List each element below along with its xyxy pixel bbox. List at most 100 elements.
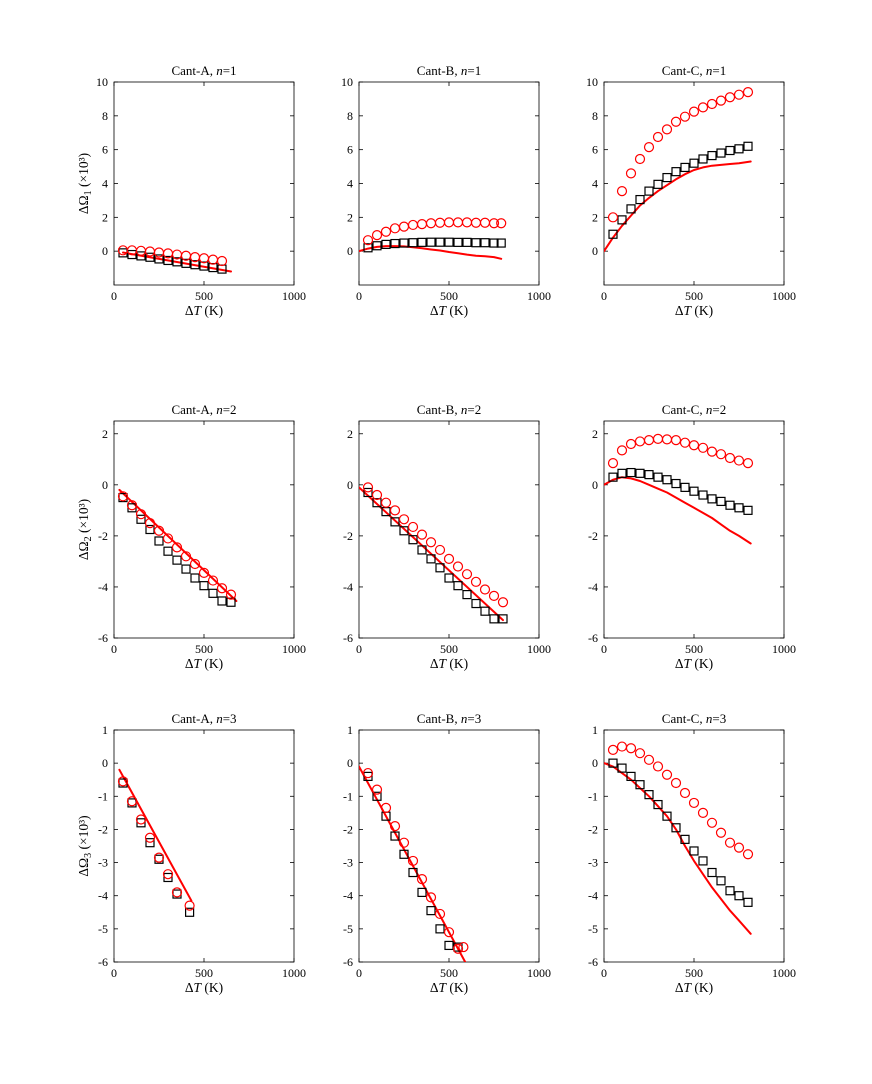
square-marker [399, 849, 409, 859]
square-marker [725, 500, 735, 510]
circle-marker [670, 435, 682, 446]
panel-title-prefix: Cant-C, [662, 402, 706, 417]
circle-marker [117, 776, 129, 787]
circle-marker [117, 491, 129, 502]
square-marker [208, 588, 218, 598]
circle-marker [434, 908, 446, 920]
y-axis-label: ΔΩ1 (×10³) [76, 153, 94, 214]
circle-marker [389, 821, 401, 832]
panel-6: 0 500 1000 -6 -4 -2 0 2 Cant-C, n=2 ΔT (K) [588, 402, 796, 671]
panel-title-suffix: =1 [712, 63, 726, 78]
square-marker [435, 563, 445, 573]
y-tick-label: -4 [98, 580, 108, 594]
square-marker [145, 252, 155, 262]
x-axis-label-delta: Δ [675, 656, 684, 671]
circle-marker [135, 509, 147, 520]
circle-marker [371, 489, 383, 501]
x-axis-label-var: T [684, 980, 693, 995]
square-marker [172, 257, 182, 267]
circle-marker [461, 569, 473, 580]
circle-marker [679, 111, 691, 122]
y-tick-label: 10 [586, 75, 598, 89]
panel-title-suffix: =3 [712, 711, 726, 726]
panel-title: Cant-C, n=3 [662, 711, 726, 726]
circle-marker [652, 761, 664, 772]
panel-title-prefix: Cant-A, [171, 402, 216, 417]
square-marker [626, 771, 636, 782]
y-axis-label-main: ΔΩ [76, 858, 91, 877]
x-axis-label-var: T [439, 656, 448, 671]
plot-data [359, 765, 469, 962]
y-tick-label: 1 [102, 723, 108, 737]
circle-marker [688, 440, 700, 451]
panel-5: 0 500 1000 -6 -4 -2 0 2 Cant-B, n=2 ΔT (K) [343, 402, 551, 671]
square-marker [635, 780, 645, 790]
plot-data [117, 488, 238, 607]
circle-marker [733, 842, 745, 853]
panel-title: Cant-A, n=3 [171, 711, 236, 726]
y-tick-label: -6 [588, 955, 598, 969]
circle-marker [733, 89, 745, 100]
circle-marker [715, 449, 727, 460]
panel-title-prefix: Cant-B, [417, 63, 461, 78]
y-tick-label: 2 [592, 427, 598, 441]
square-marker [462, 237, 472, 247]
square-marker [743, 897, 753, 907]
circle-marker [398, 514, 410, 525]
panel-title-var: n [461, 63, 468, 78]
square-marker [644, 470, 654, 480]
y-tick-label: -4 [343, 889, 353, 903]
square-marker [716, 148, 726, 158]
y-tick-label: 0 [347, 756, 353, 770]
circle-marker [607, 744, 619, 755]
plot-data [359, 217, 507, 260]
circle-marker [479, 217, 491, 228]
x-axis-label-delta: Δ [185, 656, 194, 671]
panel-title-suffix: =2 [223, 402, 237, 417]
plot-data [604, 433, 754, 545]
x-axis-label-var: T [684, 303, 693, 318]
square-marker [435, 237, 445, 247]
square-marker [653, 472, 663, 482]
circle-marker [634, 748, 646, 759]
y-tick-label: -3 [98, 856, 108, 870]
y-tick-label: -6 [588, 631, 598, 645]
circle-marker [715, 95, 727, 106]
y-tick-label: 8 [592, 109, 598, 123]
square-marker [417, 237, 427, 247]
circle-marker [225, 589, 237, 600]
x-tick-label: 0 [111, 966, 117, 980]
square-marker [372, 241, 382, 251]
panel-title: Cant-A, n=1 [171, 63, 236, 78]
circle-marker [180, 551, 192, 562]
square-marker [199, 261, 209, 271]
y-tick-label: 0 [102, 756, 108, 770]
square-marker [644, 790, 654, 800]
x-tick-label: 0 [356, 642, 362, 656]
circle-marker [162, 869, 174, 880]
circle-marker [153, 852, 165, 863]
y-axis-label-subscript: 1 [83, 190, 94, 195]
plot-frame [603, 420, 785, 639]
square-marker [480, 606, 490, 616]
y-axis-label-main: ΔΩ [76, 541, 91, 560]
y-tick-label: 2 [347, 210, 353, 224]
y-tick-label: 4 [102, 177, 108, 191]
circle-marker [162, 533, 174, 544]
circle-marker [126, 796, 138, 807]
y-tick-label: -6 [343, 631, 353, 645]
circle-marker [697, 102, 709, 113]
square-marker [426, 906, 436, 916]
x-axis-label-unit: (K) [691, 980, 713, 995]
panel-title: Cant-B, n=1 [417, 63, 481, 78]
circle-marker [407, 855, 419, 867]
square-marker [426, 237, 436, 247]
y-tick-label: -6 [98, 955, 108, 969]
circle-marker [184, 900, 195, 911]
square-marker [698, 490, 708, 500]
circle-marker [398, 221, 410, 232]
circle-marker [661, 124, 673, 135]
circle-marker [470, 217, 482, 228]
square-marker [689, 486, 699, 496]
circle-marker [153, 525, 165, 536]
